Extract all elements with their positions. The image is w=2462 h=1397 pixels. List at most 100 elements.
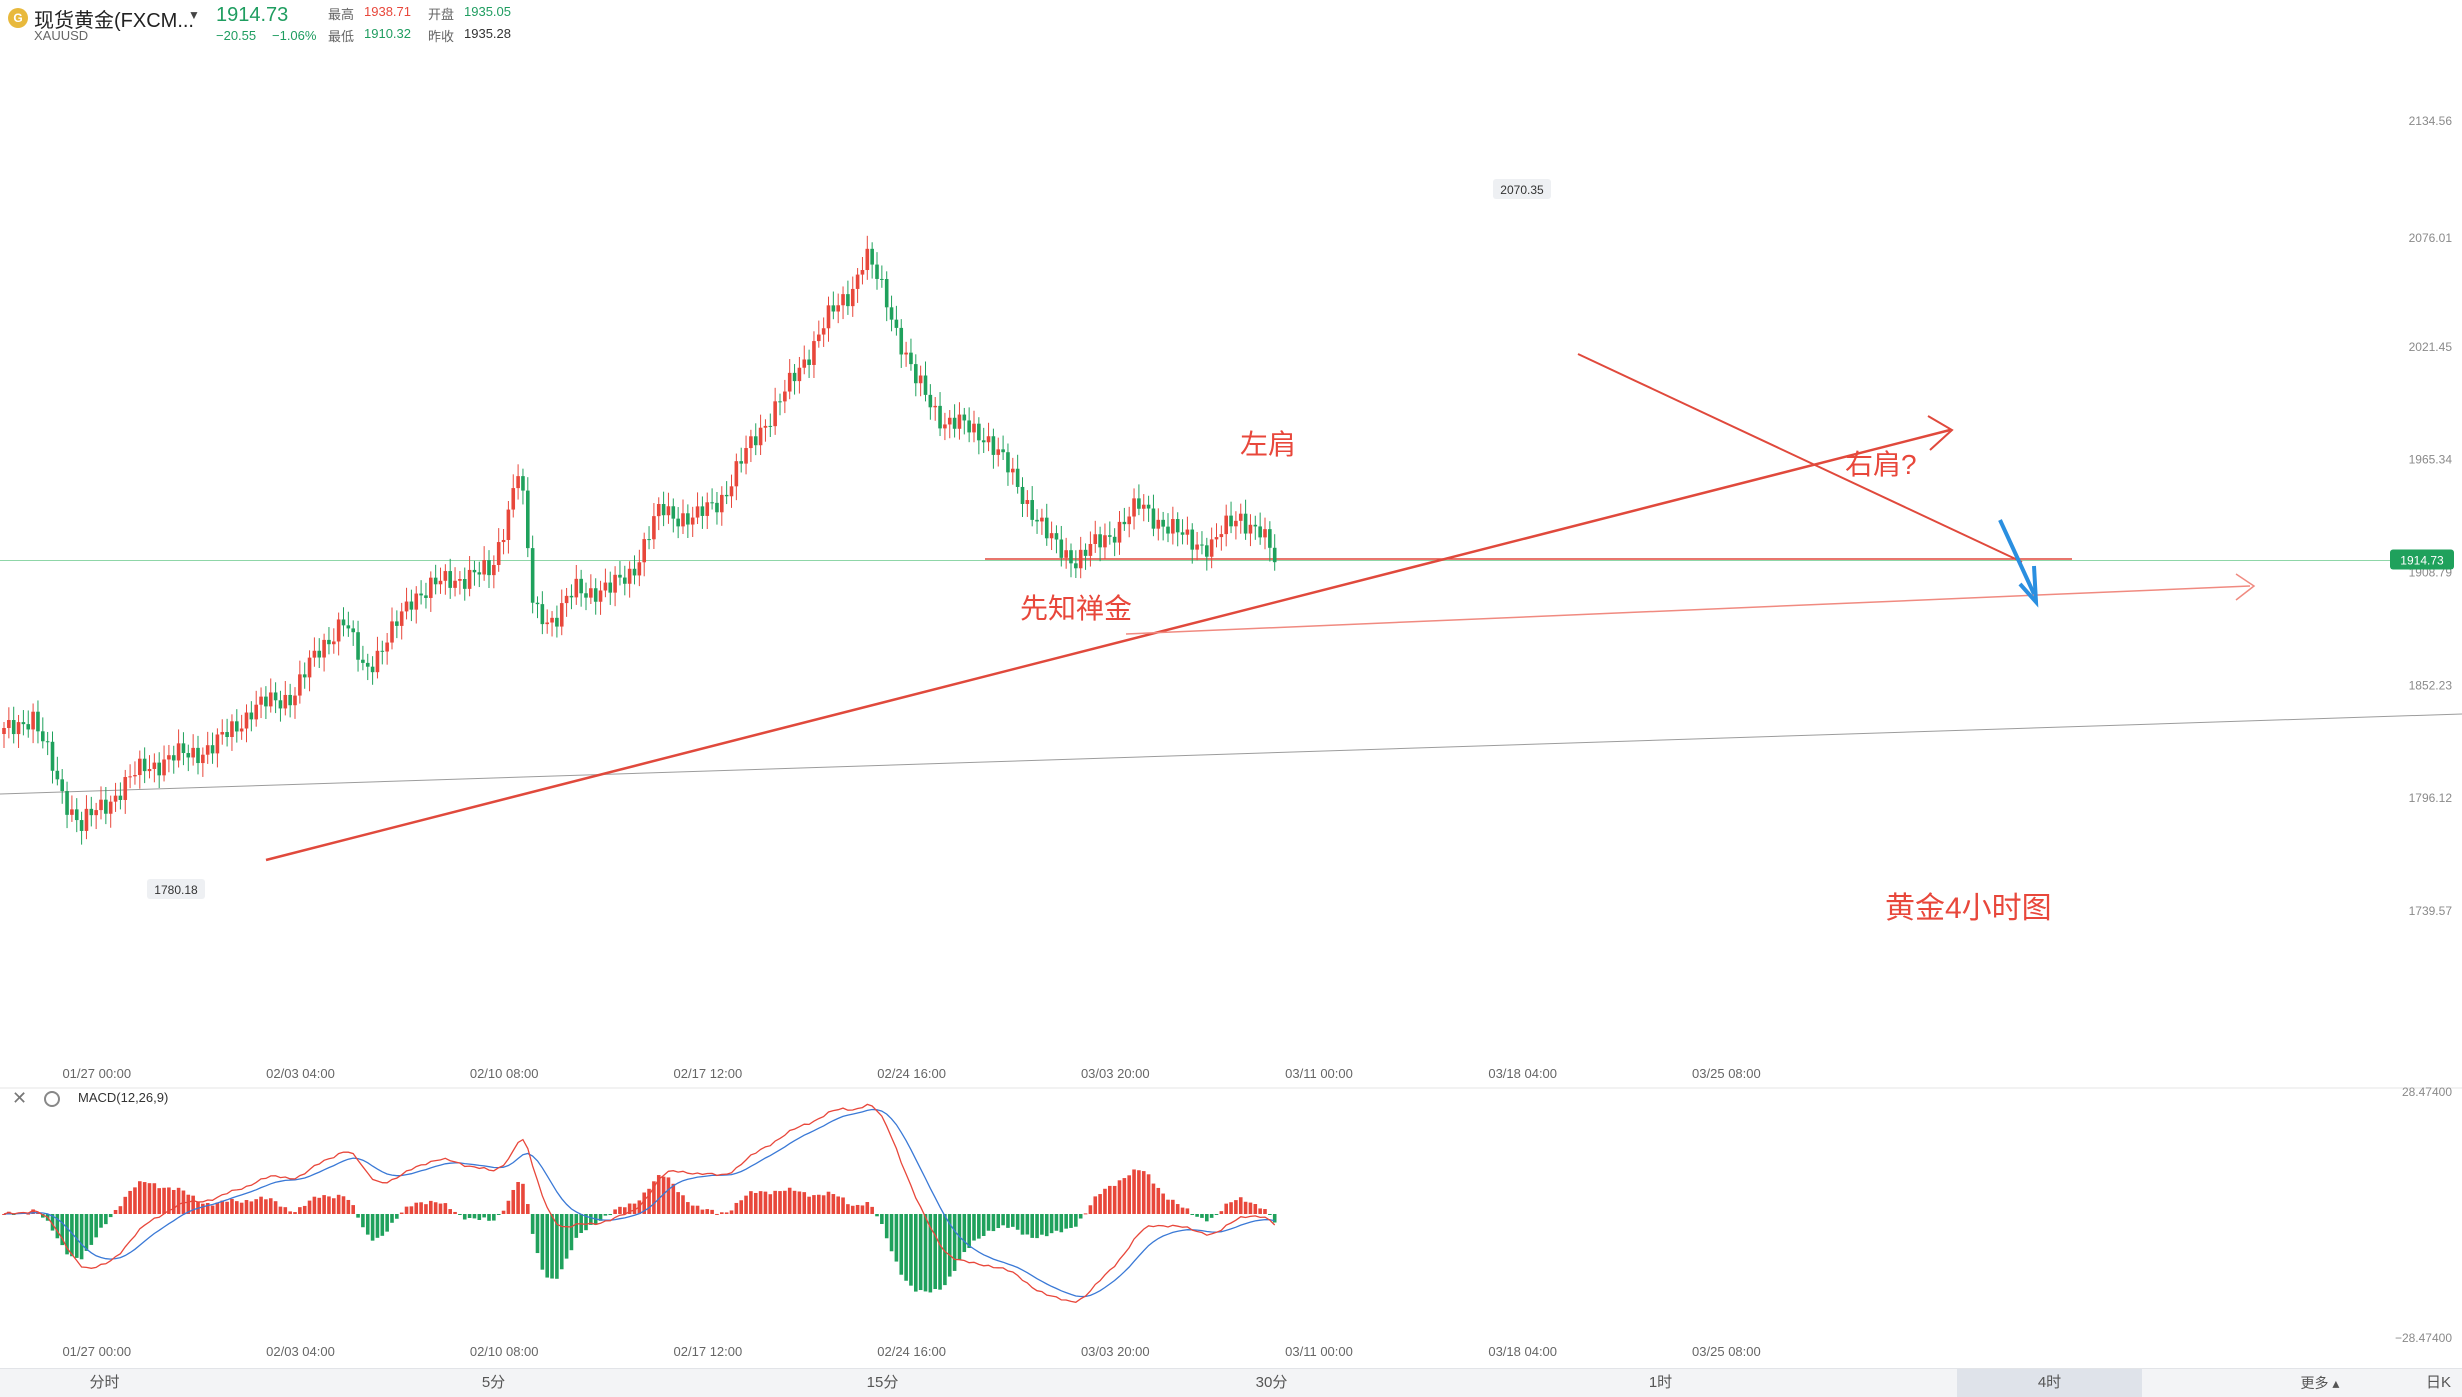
macd-histogram-bar [1243,1201,1248,1214]
macd-histogram-bar [370,1214,375,1241]
candle [1098,534,1102,548]
candle [108,801,113,814]
close-icon[interactable]: ✕ [12,1088,28,1108]
macd-histogram-bar [322,1195,326,1214]
macd-histogram-bar [584,1214,588,1231]
candle [909,352,913,365]
candle [884,279,889,308]
candle [283,694,288,709]
symbol-header: G 现货黄金(FXCM... ▼ XAUUSD 1914.73 −20.55 −… [0,0,600,48]
macd-histogram-bar [375,1214,380,1238]
candle [448,571,452,588]
candle [36,711,40,732]
macd-dif-line [3,1103,1276,1303]
candle [1263,529,1267,538]
macd-histogram-bar [157,1188,161,1214]
candle [860,270,865,275]
macd-histogram-bar [918,1214,923,1291]
tab-4[interactable]: 1时 [1648,1374,1673,1391]
macd-histogram-bar [239,1202,244,1214]
macd-histogram-bar [569,1214,574,1251]
candle [443,571,448,581]
candle [186,753,191,758]
candle [773,401,777,427]
high-value: 1938.71 [364,4,411,19]
candle [962,414,967,421]
macd-histogram-bar [802,1192,807,1214]
candle [802,359,807,368]
tab-2[interactable]: 15分 [866,1374,899,1391]
candle [710,502,714,504]
candle [395,621,399,626]
macd-histogram-bar [1122,1178,1127,1214]
candle [288,694,292,706]
candle [676,518,680,527]
macd-histogram-bar [535,1214,540,1254]
visibility-icon[interactable] [44,1091,60,1107]
current-price-tag: 1914.73 [2400,554,2444,568]
macd-histogram-bar [414,1202,419,1214]
candle [671,506,676,519]
candle [244,712,249,729]
macd-histogram-bar [1112,1185,1117,1214]
candle [196,747,200,764]
macd-histogram-bar [487,1214,491,1221]
macd-histogram-bar [1064,1214,1068,1229]
macd-histogram-bar [1253,1204,1258,1214]
candle [1127,516,1131,525]
candle [1044,517,1049,539]
candle [817,334,821,342]
macd-histogram-bar [710,1209,714,1214]
candle [603,582,608,591]
candle [1253,524,1258,527]
candle [26,724,31,730]
candle [1268,529,1272,548]
chevron-down-icon[interactable]: ▼ [188,8,200,22]
tab-3[interactable]: 30分 [1255,1374,1288,1391]
candle [1059,539,1064,558]
candle [1074,563,1078,569]
macd-histogram-bar [191,1195,195,1214]
candle [797,367,802,382]
macd-histogram-bar [613,1209,617,1214]
arrow-head-icon [2018,565,2039,608]
more-button[interactable]: 更多 ▴ [2300,1375,2340,1391]
candle [734,461,739,487]
macd-histogram-bar [860,1205,865,1214]
candle [482,560,486,575]
low-value: 1910.32 [364,26,411,41]
candle [167,755,171,760]
time-axis-tick: 01/27 00:00 [62,1066,131,1081]
candle [201,754,205,764]
candle [928,394,933,408]
candle [957,414,962,429]
macd-histogram-bar [433,1202,438,1214]
candle [652,516,656,540]
price-chart[interactable]: 2134.562076.012021.451965.341908.791852.… [0,0,2462,1368]
macd-histogram-bar [841,1197,845,1214]
macd-histogram-bar [288,1211,292,1214]
tab-6[interactable]: 日K [2425,1374,2451,1391]
tab-0[interactable]: 分时 [89,1374,120,1391]
candle [113,795,118,802]
macd-histogram-bar [768,1194,773,1214]
low-price-label: 1780.18 [154,883,198,897]
macd-histogram-bar [244,1200,249,1214]
tab-1[interactable]: 5分 [481,1374,506,1391]
macd-histogram-bar [429,1200,433,1214]
candle [477,572,482,575]
macd-histogram-bar [540,1214,545,1270]
macd-histogram-bar [142,1182,147,1214]
candle [836,305,840,312]
candle [807,359,811,365]
candle [50,741,55,771]
macd-histogram-bar [1044,1214,1049,1237]
macd-histogram-bar [977,1214,981,1239]
tab-5[interactable]: 4时 [1957,1369,2142,1397]
candle [792,372,797,382]
macd-histogram-bar [690,1205,695,1214]
macd-histogram-bar [1258,1208,1262,1214]
symbol-name[interactable]: 现货黄金(FXCM... [34,10,194,32]
macd-histogram-bar [404,1206,409,1214]
macd-histogram-bar [817,1194,821,1214]
